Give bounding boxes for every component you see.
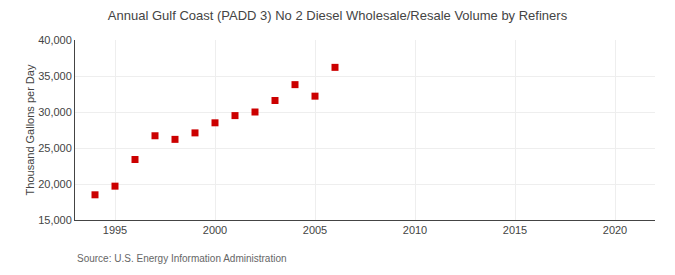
svg-text:2010: 2010	[403, 224, 427, 236]
svg-text:40,000: 40,000	[38, 34, 72, 46]
svg-text:15,000: 15,000	[38, 214, 72, 226]
svg-text:25,000: 25,000	[38, 142, 72, 154]
svg-text:35,000: 35,000	[38, 70, 72, 82]
svg-text:2015: 2015	[503, 224, 527, 236]
svg-text:20,000: 20,000	[38, 178, 72, 190]
svg-text:1995: 1995	[103, 224, 127, 236]
svg-text:30,000: 30,000	[38, 106, 72, 118]
svg-text:2000: 2000	[203, 224, 227, 236]
svg-text:Annual Gulf Coast (PADD 3) No: Annual Gulf Coast (PADD 3) No 2 Diesel W…	[108, 8, 568, 23]
svg-text:2020: 2020	[603, 224, 627, 236]
svg-text:Source: U.S. Energy Informatio: Source: U.S. Energy Information Administ…	[77, 253, 287, 264]
svg-text:2005: 2005	[303, 224, 327, 236]
svg-text:Thousand Gallons per Day: Thousand Gallons per Day	[24, 64, 36, 195]
